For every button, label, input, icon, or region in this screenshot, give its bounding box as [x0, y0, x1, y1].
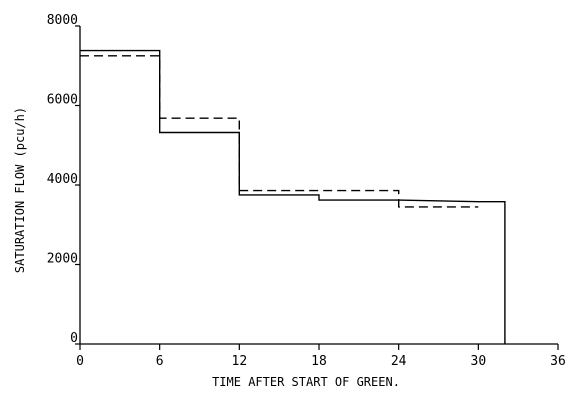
- plot-layer: [80, 49, 506, 344]
- y-tick-label: 6000: [47, 93, 78, 108]
- x-tick-label: 24: [391, 354, 407, 369]
- y-tick-label: 4000: [47, 172, 78, 187]
- x-tick-label: 36: [550, 354, 566, 369]
- x-tick-label: 0: [76, 354, 84, 369]
- series-solid-line: [80, 49, 506, 344]
- y-tick-label: 2000: [47, 252, 78, 267]
- x-tick-label: 6: [156, 354, 164, 369]
- x-tick-label: 12: [232, 354, 248, 369]
- x-tick-label: 18: [311, 354, 327, 369]
- y-axis-label: SATURATION FLOW (pcu/h): [13, 107, 27, 273]
- x-axis-label: TIME AFTER START OF GREEN.: [212, 375, 400, 389]
- axis-layer: 0 6 12 18 24 30 36 0 2000 4000 6000 8000: [47, 13, 566, 369]
- y-tick-label: 0: [70, 331, 78, 346]
- x-tick-label: 30: [471, 354, 487, 369]
- y-tick-label: 8000: [47, 13, 78, 28]
- series-dashed-line: [80, 55, 479, 208]
